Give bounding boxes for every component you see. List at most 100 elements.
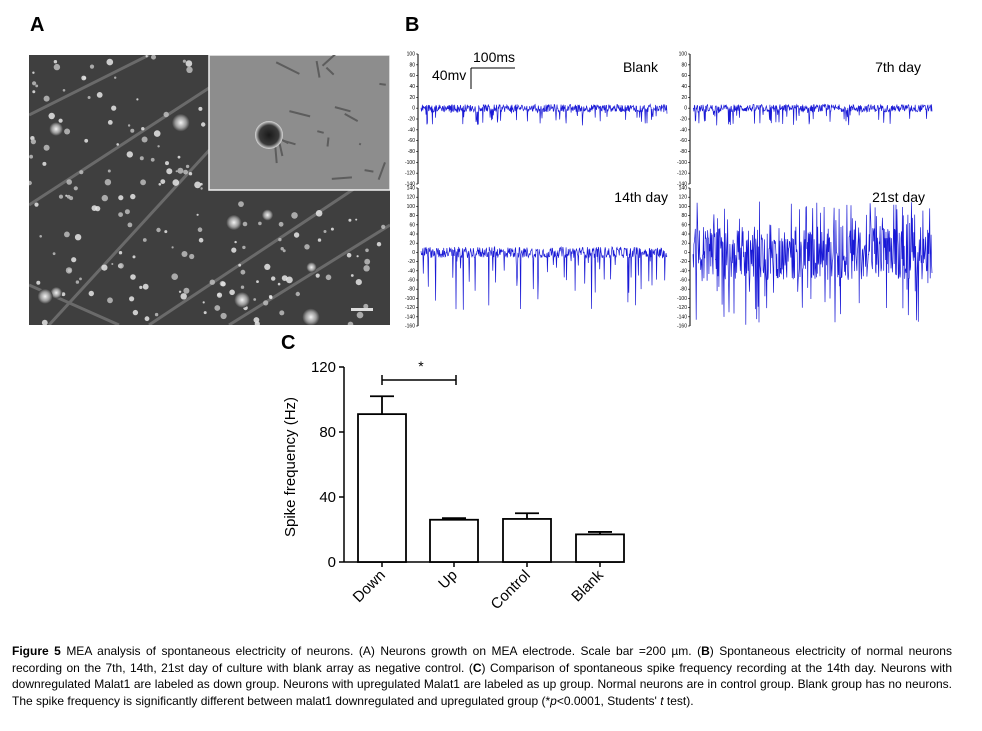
trace-label: 14th day: [614, 189, 668, 205]
trace-tick-label: -140: [677, 314, 687, 320]
micrograph-inset: [208, 55, 390, 191]
x-tick-label: Up: [435, 567, 461, 593]
trace-tick-label: -80: [408, 287, 415, 293]
trace-line: [420, 103, 668, 126]
caption-t: t: [660, 693, 664, 708]
trace-tick-label: -20: [408, 117, 415, 123]
trace-tick-label: 100: [679, 204, 688, 210]
trace-tick-label: 40: [681, 84, 687, 90]
trace-tick-label: -100: [677, 160, 687, 166]
trace-tick-label: 40: [409, 84, 415, 90]
trace-tick-label: -20: [408, 259, 415, 265]
trace-axis: 100 80 60 40 20 0 -20 -40 -60 -80 -100 -120 -140: [405, 52, 419, 188]
trace-label: Blank: [623, 59, 659, 75]
y-tick-label: 0: [328, 554, 336, 571]
trace-tick-label: 100: [407, 204, 416, 210]
trace-tick-label: -80: [680, 287, 687, 293]
y-axis-label: Spike frequency (Hz): [282, 397, 299, 537]
bar-blank: [575, 533, 625, 563]
trace-tick-label: -100: [405, 296, 415, 302]
trace-line: [420, 245, 668, 310]
trace-tick-label: -120: [405, 171, 415, 177]
panel-label-a: A: [30, 14, 45, 36]
trace-tick-label: -80: [680, 149, 687, 155]
x-tick-label: Down: [350, 567, 389, 606]
trace-tick-label: 60: [681, 73, 687, 79]
y-tick-label: 40: [319, 489, 336, 506]
trace-tick-label: 40: [681, 232, 687, 238]
trace-tick-label: -40: [408, 127, 415, 133]
trace-tick-label: -60: [680, 278, 687, 284]
trace-tick-label: -120: [405, 305, 415, 311]
trace-tick-label: -60: [680, 138, 687, 144]
trace-tick-label: 20: [681, 241, 687, 247]
trace-tick-label: -60: [408, 278, 415, 284]
bar-up: [429, 518, 479, 563]
trace-tick-label: 40: [409, 232, 415, 238]
x-tick-label: Blank: [568, 566, 607, 605]
trace-tick-label: -40: [408, 268, 415, 274]
caption-text-2: ) Spontaneous electricity of normal neur…: [12, 644, 952, 675]
time-scale-label: 100ms: [473, 49, 515, 65]
trace-tick-label: 0: [412, 250, 415, 256]
trace-tick-label: 0: [684, 106, 687, 112]
trace-tick-label: 60: [409, 73, 415, 79]
trace-tick-label: -100: [405, 160, 415, 166]
trace-axis: 140 120 100 80 60 40 20 0 -20 -40 -60 -80 -100 -120 -1…: [405, 186, 419, 329]
trace-tick-label: -160: [677, 324, 687, 329]
bar-control: [502, 518, 552, 563]
figure-caption: Figure 5 MEA analysis of spontaneous ele…: [12, 643, 952, 709]
trace-tick-label: 60: [681, 222, 687, 228]
trace-tick-label: -140: [677, 182, 687, 188]
trace-axis: 140 120 100 80 60 40 20 0 -20 -40 -60 -80 -100 -120 -1…: [677, 186, 691, 329]
neuron-micrograph: [29, 55, 390, 325]
caption-text-1: MEA analysis of spontaneous electricity …: [60, 644, 702, 658]
trace-tick-label: -140: [405, 314, 415, 320]
caption-figure-label: Figure 5: [12, 644, 61, 658]
voltage-scale-label: 40mv: [432, 67, 466, 83]
trace-tick-label: -80: [408, 149, 415, 155]
trace-tick-label: -60: [408, 138, 415, 144]
trace-tick-label: -160: [405, 324, 415, 329]
trace-tick-label: 80: [681, 62, 687, 68]
trace-tick-label: 0: [684, 250, 687, 256]
panel-label-b: B: [405, 14, 420, 36]
trace-tick-label: -40: [680, 127, 687, 133]
trace-tick-label: -120: [677, 305, 687, 311]
trace-tick-label: 80: [681, 213, 687, 219]
electricity-traces: 100 80 60 40 20 0 -20 -40 -60 -80 -100 -120 -140 Blan…: [405, 49, 933, 329]
trace-tick-label: 140: [407, 186, 416, 192]
trace-tick-label: 100: [407, 52, 416, 58]
scale-indicator: [470, 67, 515, 89]
trace-tick-label: -140: [405, 182, 415, 188]
trace-label: 7th day: [875, 59, 921, 75]
bar-down: [357, 413, 407, 563]
trace-tick-label: 140: [679, 186, 688, 192]
x-tick-label: Control: [488, 567, 534, 613]
caption-text-4: <0.0001, Students': [556, 693, 661, 708]
trace-tick-label: -20: [680, 117, 687, 123]
trace-tick-label: 20: [681, 95, 687, 101]
y-tick-label: 80: [319, 424, 336, 441]
trace-line: [692, 201, 933, 325]
caption-c-label: C: [472, 660, 482, 675]
trace-tick-label: 120: [407, 195, 416, 201]
trace-tick-label: 0: [412, 106, 415, 112]
trace-tick-label: 20: [409, 95, 415, 101]
significance-star: *: [418, 358, 424, 374]
trace-tick-label: 120: [679, 195, 688, 201]
caption-p: p: [550, 693, 557, 708]
caption-text-3: ) Comparison of spontaneous spike freque…: [12, 660, 952, 708]
caption-b-label: B: [701, 644, 710, 658]
trace-tick-label: 60: [409, 222, 415, 228]
spike-frequency-chart: Spike frequency (Hz) 0 40 80 120 Down Up Contr…: [282, 358, 625, 613]
trace-tick-label: -40: [680, 268, 687, 274]
trace-tick-label: -120: [677, 171, 687, 177]
trace-tick-label: 20: [409, 241, 415, 247]
trace-tick-label: 80: [409, 62, 415, 68]
trace-tick-label: -100: [677, 296, 687, 302]
trace-axis: 100 80 60 40 20 0 -20 -40 -60 -80 -100 -120 -140: [677, 52, 691, 188]
trace-tick-label: 100: [679, 52, 688, 58]
y-tick-label: 120: [311, 359, 336, 376]
trace-line: [692, 103, 933, 126]
